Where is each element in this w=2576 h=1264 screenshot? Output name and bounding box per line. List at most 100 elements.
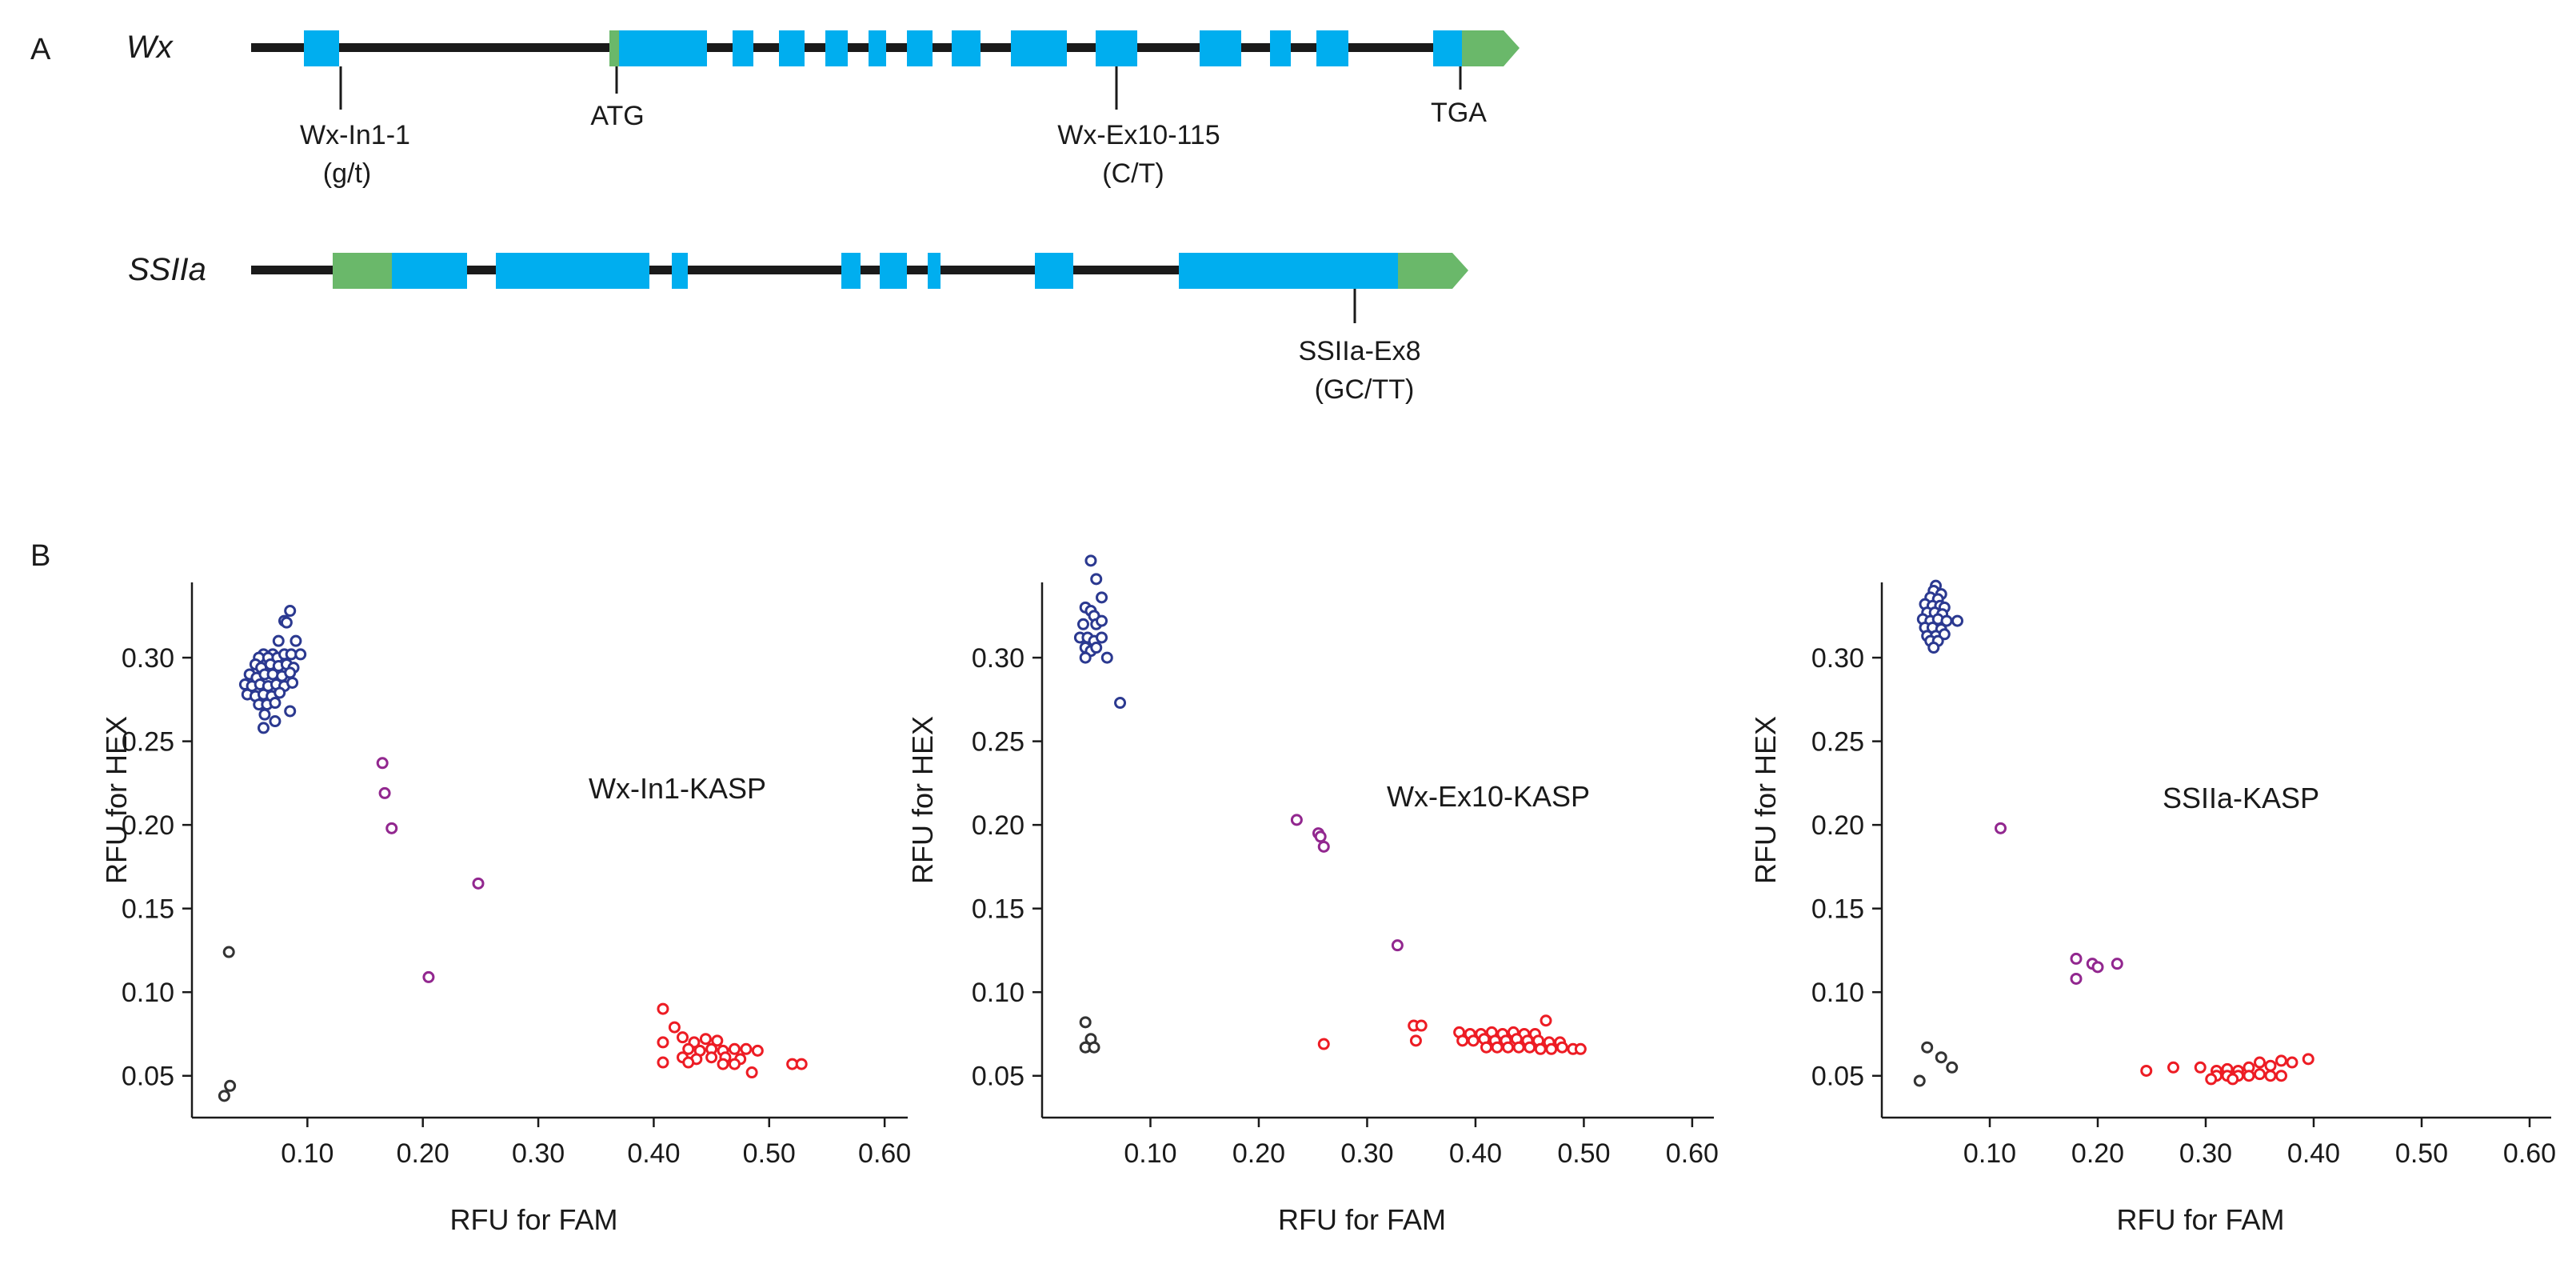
data-point	[682, 1056, 695, 1069]
data-point	[657, 1002, 669, 1015]
gene-name-ssiia: SSIIa	[128, 252, 206, 287]
data-point	[258, 722, 270, 734]
data-point	[1540, 1014, 1552, 1027]
y-axis-label: RFU for HEX	[906, 716, 939, 884]
data-point	[1545, 1042, 1558, 1055]
utr-3-arrow	[1398, 253, 1468, 289]
data-point	[2091, 961, 2104, 974]
data-point	[728, 1058, 741, 1070]
data-point	[657, 1056, 669, 1069]
y-tick-label: 0.25	[122, 727, 174, 758]
x-tick-label: 0.20	[397, 1138, 449, 1169]
exon	[1011, 30, 1067, 66]
data-point	[1096, 631, 1108, 644]
data-point	[269, 715, 282, 728]
data-point	[1524, 1041, 1536, 1054]
gene-backbone	[251, 266, 1419, 274]
exon	[1270, 30, 1291, 66]
data-point	[728, 1042, 741, 1055]
y-axis-label: RFU for HEX	[100, 716, 133, 884]
x-tick-label: 0.10	[1124, 1138, 1176, 1169]
x-tick-label: 0.60	[2503, 1138, 2556, 1169]
data-point	[2275, 1054, 2287, 1067]
utr-5	[333, 253, 392, 289]
x-tick-label: 0.10	[281, 1138, 333, 1169]
data-point	[1951, 614, 1963, 627]
x-tick-label: 0.20	[1232, 1138, 1285, 1169]
data-point	[2205, 1073, 2218, 1086]
data-point	[668, 1021, 681, 1034]
data-point	[1409, 1034, 1422, 1047]
exon	[869, 30, 886, 66]
utr-5	[609, 30, 619, 66]
data-point	[2070, 972, 2083, 985]
data-point	[1913, 1074, 1926, 1087]
data-point	[705, 1051, 718, 1064]
marker-label-atg: ATG	[590, 101, 644, 131]
x-axis-label: RFU for FAM	[2116, 1203, 2284, 1236]
x-tick-label: 0.40	[1449, 1138, 1502, 1169]
data-point	[1290, 814, 1303, 826]
data-point	[2111, 958, 2123, 970]
scatter-plot-wx-in1-kasp: 0.10 0.20 0.30 0.40 0.50 0.60 0.05 0.10 0.15 0.20…	[100, 582, 911, 1236]
y-tick-label: 0.05	[972, 1062, 1024, 1092]
x-tick-label: 0.50	[2395, 1138, 2448, 1169]
exon	[304, 30, 339, 66]
y-tick-label: 0.10	[972, 978, 1024, 1008]
exon	[880, 253, 907, 289]
exon	[1096, 30, 1137, 66]
marker-allele-wx-ex10-115: (C/T)	[1102, 158, 1164, 189]
data-point	[269, 697, 282, 710]
data-point	[2286, 1056, 2298, 1069]
exon	[928, 253, 941, 289]
y-tick-label: 0.20	[1811, 810, 1864, 841]
data-point	[1076, 618, 1089, 630]
data-point	[1491, 1041, 1504, 1054]
exon	[733, 30, 753, 66]
x-axis-label: RFU for FAM	[449, 1203, 617, 1236]
gene-wx: Wx Wx-In1-1 (g/t) ATG Wx-Ex10-115 (C/T) …	[126, 30, 1520, 189]
x-tick-label: 0.10	[1963, 1138, 2016, 1169]
data-point	[1096, 591, 1108, 604]
y-tick-label: 0.05	[1811, 1062, 1864, 1092]
marker-label-ssiia-ex8: SSIIa-Ex8	[1298, 336, 1420, 366]
exon	[907, 30, 933, 66]
data-point	[266, 668, 279, 681]
data-point	[711, 1034, 724, 1047]
data-point	[1090, 573, 1103, 586]
exon	[496, 253, 649, 289]
data-point	[290, 634, 302, 647]
data-point	[677, 1031, 689, 1044]
exon	[1316, 30, 1348, 66]
x-tick-label: 0.30	[2179, 1138, 2232, 1169]
y-tick-label: 0.25	[1811, 727, 1864, 758]
data-point	[1480, 1041, 1492, 1054]
marker-allele-wx-in1-1: (g/t)	[323, 158, 371, 189]
data-point	[1921, 1041, 1934, 1054]
marker-allele-ssiia-ex8: (GC/TT)	[1315, 374, 1415, 405]
x-tick-label: 0.50	[1557, 1138, 1610, 1169]
y-tick-label: 0.10	[122, 978, 174, 1008]
y-tick-label: 0.05	[122, 1062, 174, 1092]
data-point	[1534, 1042, 1547, 1055]
data-point	[1079, 1016, 1092, 1029]
data-point	[1415, 1019, 1428, 1032]
data-point	[2254, 1068, 2266, 1081]
data-point	[2254, 1056, 2266, 1069]
data-point	[272, 634, 285, 647]
y-tick-label: 0.25	[972, 727, 1024, 758]
data-point	[286, 676, 299, 689]
data-point	[1088, 1041, 1100, 1054]
data-point	[2070, 952, 2083, 965]
data-point	[1090, 642, 1103, 654]
x-tick-label: 0.60	[858, 1138, 911, 1169]
data-point	[2302, 1053, 2314, 1066]
y-tick-label: 0.30	[972, 643, 1024, 674]
utr-3-arrow	[1462, 30, 1520, 66]
x-tick-label: 0.40	[627, 1138, 680, 1169]
x-tick-label: 0.30	[1340, 1138, 1393, 1169]
y-tick-label: 0.10	[1811, 978, 1864, 1008]
data-point	[717, 1058, 729, 1070]
data-point	[682, 1042, 695, 1055]
data-point	[2140, 1064, 2153, 1077]
